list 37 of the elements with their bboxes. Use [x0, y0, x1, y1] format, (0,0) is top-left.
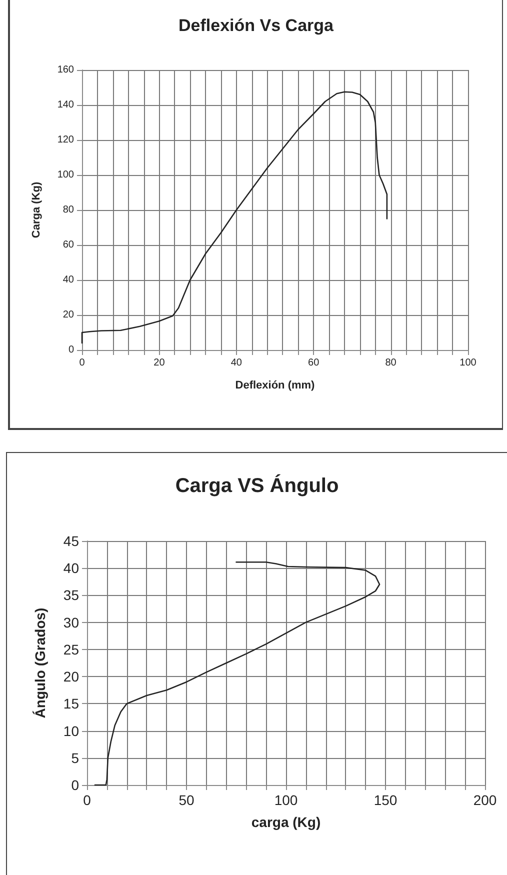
x-tick-label: 40 — [230, 358, 242, 368]
y-tick-label: 0 — [71, 777, 80, 793]
line-series — [81, 91, 388, 344]
y-axis-title: Carga (Kg) — [30, 182, 42, 238]
x-tick-label: 50 — [178, 792, 194, 808]
y-tick-label: 80 — [62, 204, 74, 216]
y-tick-label: 0 — [68, 344, 74, 356]
x-tick-label: 100 — [460, 358, 477, 368]
y-tick-label: 160 — [57, 64, 74, 76]
x-axis-title: Deflexión (mm) — [235, 380, 316, 392]
y-tick-label: 25 — [63, 641, 80, 658]
y-tick-label: 40 — [63, 560, 80, 576]
x-tick-label: 20 — [154, 358, 166, 368]
x-tick-label: 60 — [308, 358, 320, 368]
y-tick-label: 45 — [63, 533, 80, 549]
y-tick-label: 60 — [62, 240, 74, 250]
y-tick-label: 35 — [63, 587, 80, 604]
y-tick-label: 20 — [62, 310, 74, 320]
chart-title: Deflexión Vs Carga — [178, 16, 334, 35]
y-tick-label: 40 — [62, 274, 74, 286]
x-tick-label: 80 — [385, 358, 397, 368]
y-tick-label: 15 — [63, 696, 80, 712]
x-tick-label: 100 — [274, 792, 298, 808]
y-tick-label: 30 — [63, 614, 80, 630]
line-series — [94, 561, 380, 786]
y-tick-label: 140 — [57, 100, 74, 110]
x-axis-title: carga (Kg) — [251, 814, 321, 830]
x-tick-label: 0 — [83, 792, 92, 808]
y-axis-title: Ángulo (Grados) — [32, 608, 48, 718]
x-tick-label: 150 — [374, 792, 398, 808]
y-tick-label: 20 — [63, 668, 80, 685]
y-tick-label: 5 — [71, 750, 80, 766]
y-tick-label: 120 — [57, 134, 74, 146]
y-tick-label: 10 — [63, 722, 80, 739]
y-tick-label: 100 — [57, 170, 74, 180]
x-tick-label: 200 — [473, 792, 497, 808]
chart-title: Carga VS Ángulo — [175, 474, 339, 497]
